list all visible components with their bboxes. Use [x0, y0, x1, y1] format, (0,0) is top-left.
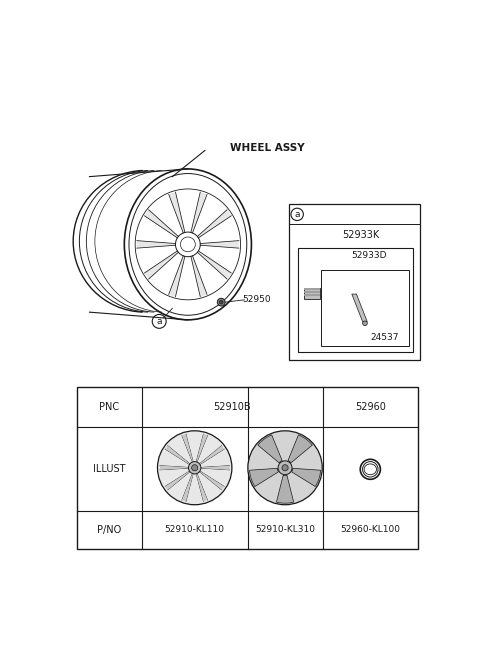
Polygon shape: [137, 240, 176, 248]
Text: 24537: 24537: [370, 333, 398, 342]
Circle shape: [189, 462, 201, 474]
Bar: [298, 248, 413, 352]
Bar: [304, 291, 320, 293]
Text: P/NO: P/NO: [97, 525, 121, 535]
Polygon shape: [191, 192, 207, 233]
Polygon shape: [182, 474, 193, 501]
Bar: [304, 288, 320, 290]
Polygon shape: [165, 445, 190, 464]
Text: PNC: PNC: [99, 402, 120, 412]
Text: 52910B: 52910B: [214, 402, 251, 412]
Bar: [321, 270, 409, 346]
Polygon shape: [182, 434, 193, 462]
Polygon shape: [168, 192, 185, 233]
Text: 52910-KL310: 52910-KL310: [255, 526, 315, 534]
Polygon shape: [352, 294, 367, 322]
Circle shape: [278, 461, 292, 475]
Polygon shape: [144, 210, 179, 238]
Polygon shape: [250, 468, 278, 487]
Circle shape: [192, 464, 198, 471]
Text: 52933D: 52933D: [351, 252, 387, 260]
Circle shape: [217, 298, 225, 306]
Bar: [304, 288, 320, 299]
Polygon shape: [191, 256, 207, 297]
Polygon shape: [200, 445, 224, 464]
Text: 52960: 52960: [355, 402, 386, 412]
Text: 52910-KL110: 52910-KL110: [165, 526, 225, 534]
Text: 52950: 52950: [242, 294, 271, 304]
Bar: [304, 294, 320, 296]
Polygon shape: [196, 434, 207, 462]
Polygon shape: [200, 240, 239, 248]
Polygon shape: [276, 475, 294, 503]
Polygon shape: [144, 251, 179, 279]
Polygon shape: [197, 210, 231, 238]
Text: WHEEL ASSY: WHEEL ASSY: [230, 143, 305, 153]
Circle shape: [219, 300, 223, 304]
Polygon shape: [165, 471, 190, 490]
Polygon shape: [288, 435, 312, 463]
Polygon shape: [292, 468, 321, 487]
Circle shape: [157, 431, 232, 505]
Polygon shape: [197, 251, 231, 279]
Polygon shape: [196, 474, 207, 501]
Polygon shape: [201, 466, 229, 470]
Polygon shape: [168, 256, 185, 297]
Polygon shape: [160, 466, 189, 470]
Bar: [77, 387, 418, 549]
Bar: [288, 204, 420, 360]
Text: ILLUST: ILLUST: [93, 464, 126, 474]
Circle shape: [362, 321, 367, 326]
Text: a: a: [294, 210, 300, 219]
Text: 52933K: 52933K: [342, 230, 380, 240]
Polygon shape: [258, 435, 282, 463]
Circle shape: [248, 431, 322, 505]
Text: 52960-KL100: 52960-KL100: [340, 526, 400, 534]
Polygon shape: [200, 471, 224, 490]
Text: a: a: [156, 317, 162, 326]
Circle shape: [282, 464, 288, 471]
